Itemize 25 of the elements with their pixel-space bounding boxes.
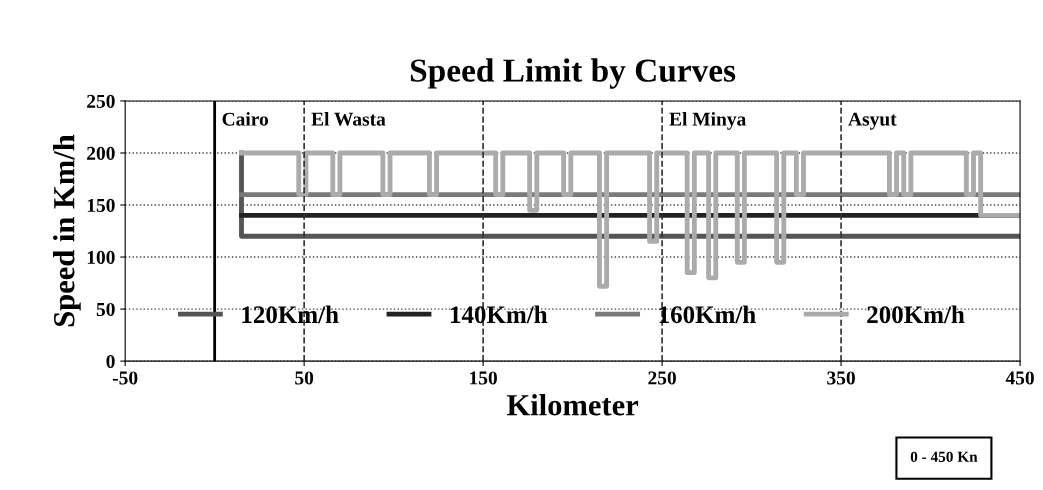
y-tick-label: 50: [96, 302, 115, 317]
x-axis-title: Kilometer: [506, 394, 639, 416]
ref-line-label: Asyut: [848, 112, 897, 130]
legend-label: 200Km/h: [867, 305, 965, 324]
y-tick-label: 150: [87, 198, 115, 212]
y-axis-title: Speed in Km/h: [53, 134, 81, 327]
legend-label: 160Km/h: [659, 305, 756, 324]
ref-line-label: El Wasta: [311, 112, 386, 126]
x-tick-label: 150: [470, 371, 497, 385]
y-tick-label: 250: [87, 94, 115, 108]
y-tick-label: 0: [106, 354, 115, 369]
x-tick-label: 50: [295, 371, 314, 385]
legend-label: 120Km/h: [242, 305, 339, 324]
legend-label: 140Km/h: [450, 305, 548, 324]
ref-line-label: El Minya: [669, 112, 746, 130]
x-tick-label: -50: [112, 371, 138, 385]
x-tick-label: 350: [827, 371, 855, 385]
chart-title: Speed Limit by Curves: [410, 58, 736, 89]
line-series: [239, 150, 1021, 289]
ref-line-label: Cairo: [222, 112, 269, 126]
x-tick-label: 450: [1005, 371, 1034, 385]
y-tick-label: 200: [87, 146, 115, 160]
y-tick-label: 100: [87, 250, 115, 264]
x-tick-label: 250: [648, 371, 676, 385]
text: 0 - 450 Kn: [910, 451, 978, 462]
